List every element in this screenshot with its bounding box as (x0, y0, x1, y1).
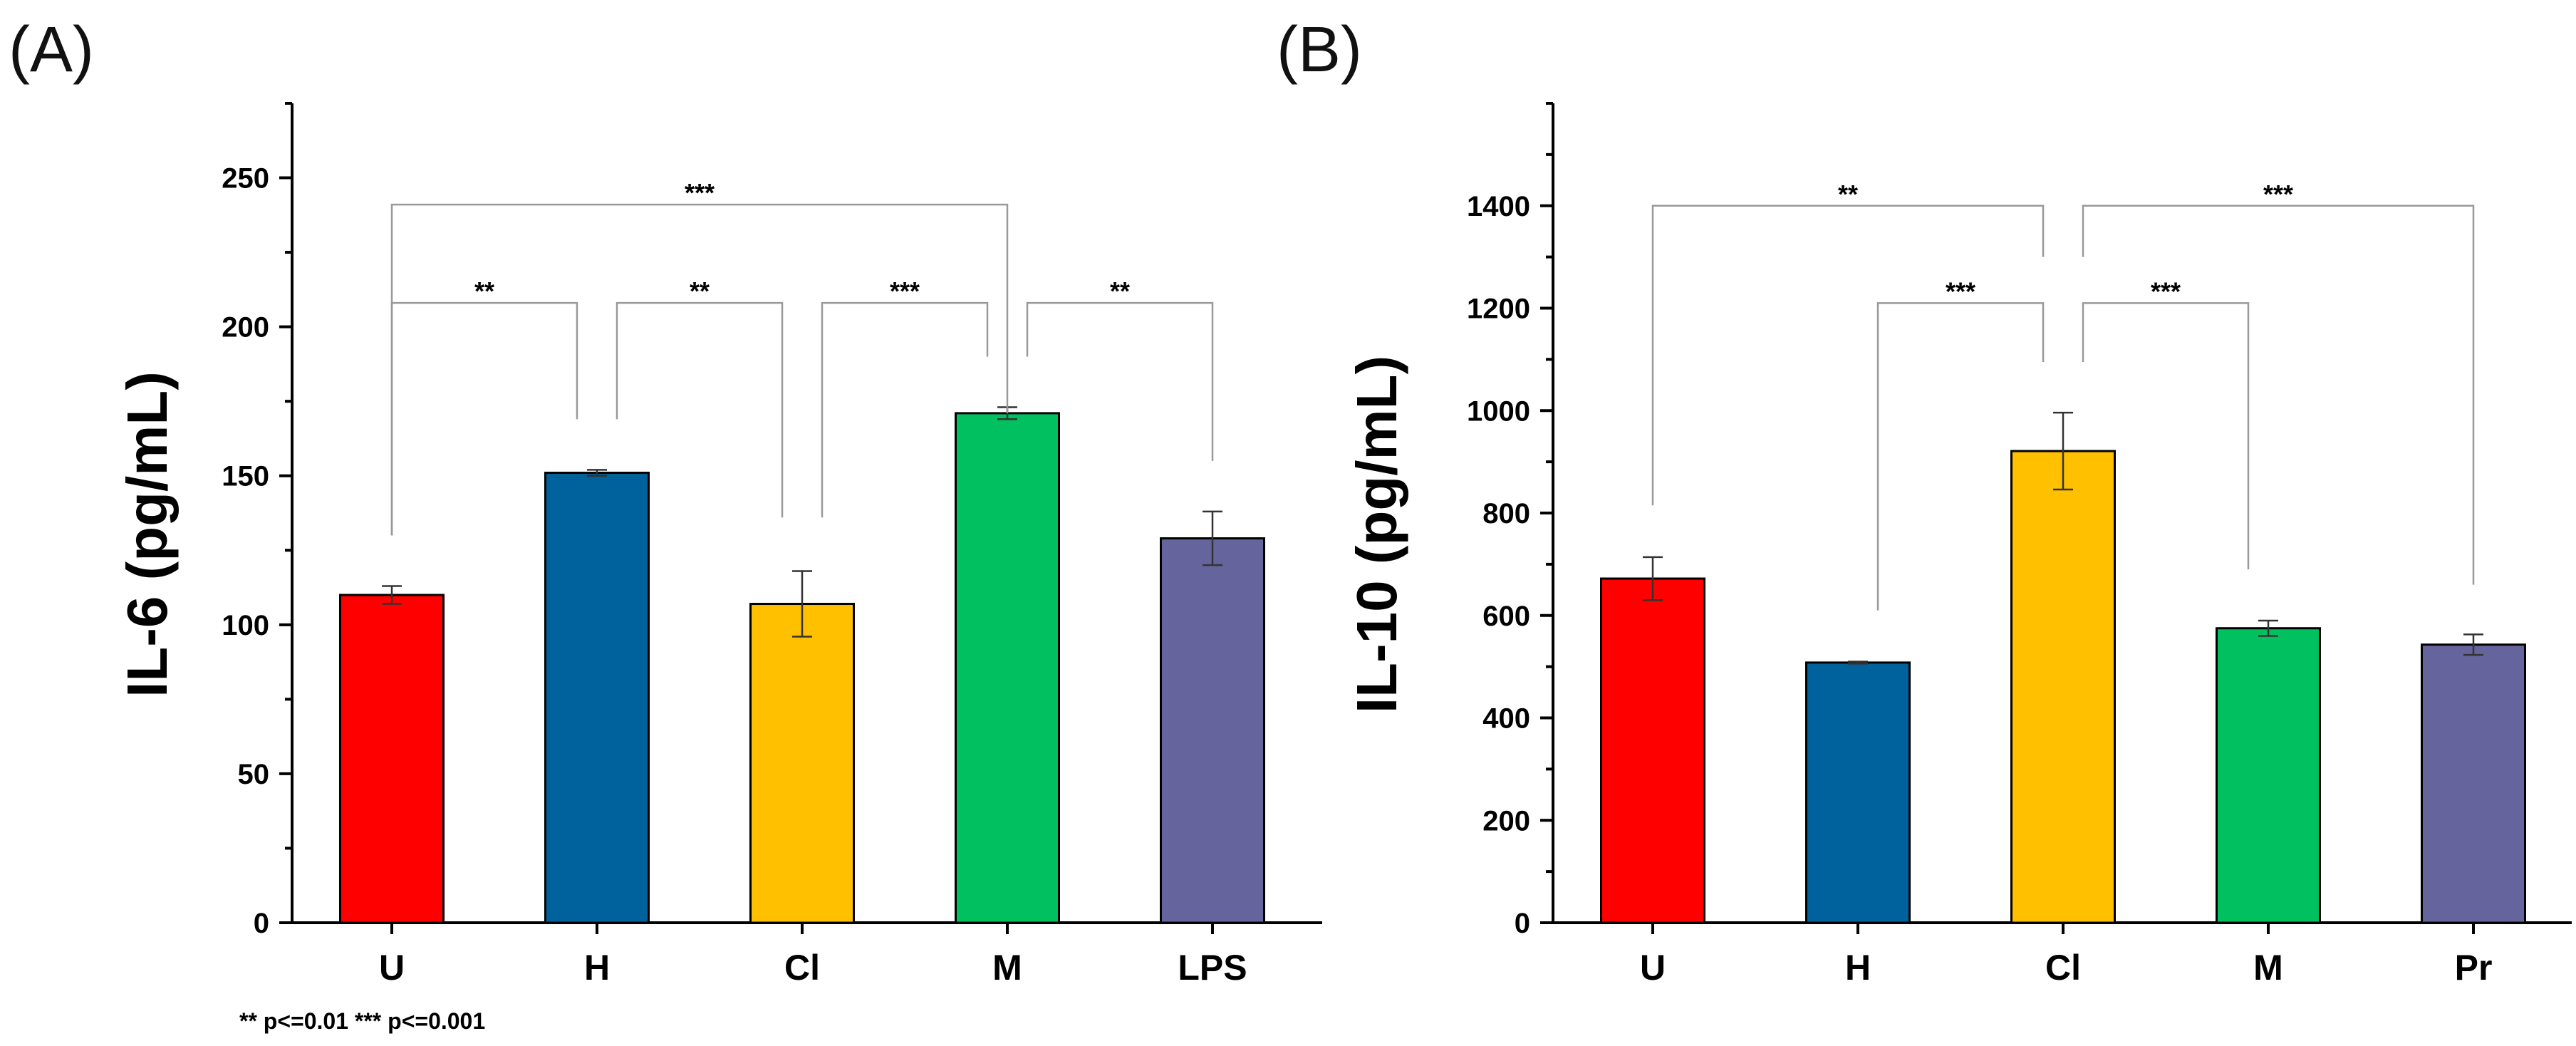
panel-b-significance-bracket (2082, 204, 2475, 585)
panel-b-y-tick-label: 600 (1482, 601, 1530, 632)
panel-a-y-axis-label: IL-6 (pg/mL) (115, 371, 179, 698)
panel-a-bar-h (544, 472, 650, 924)
panel-b-bar-m (2216, 627, 2321, 924)
panel-a-y-tick-label: 150 (222, 461, 269, 492)
panel-b-x-tick-label: Cl (2045, 948, 2081, 988)
panel-a-significance-label: ** (474, 276, 494, 306)
panel-a-y-tick-label: 100 (222, 610, 269, 641)
panel-b-x-tick-label: Pr (2455, 948, 2493, 988)
panel-b-bar-u (1600, 577, 1705, 924)
panel-b-y-axis-label: IL-10 (pg/mL) (1345, 356, 1408, 713)
panel-b-significance-label: *** (1946, 276, 1975, 306)
panel-a-significance-label: ** (1110, 276, 1130, 306)
panel-b-label: (B) (1277, 14, 1362, 86)
panel-a-x-tick-label: U (379, 948, 405, 988)
panel-b-y-tick-label: 800 (1482, 498, 1530, 529)
panel-b-bar-cl (2010, 450, 2116, 924)
panel-a-x-tick-label: H (584, 948, 610, 988)
panel-a-y-tick-label: 250 (222, 163, 269, 195)
panel-b-y-tick-label: 1400 (1467, 191, 1530, 222)
panel-b-x-tick-label: H (1845, 948, 1871, 988)
panel-b-significance-label: *** (2151, 276, 2181, 306)
panel-a-significance-bracket (821, 301, 989, 518)
panel-b-significance-label: ** (1838, 180, 1858, 209)
panel-b-y-tick-label: 1000 (1467, 395, 1530, 427)
panel-a-x-tick-label: Cl (784, 948, 820, 988)
panel-b-significance-bracket (1876, 302, 2045, 611)
panel-b-y-tick-label: 400 (1482, 703, 1530, 735)
panel-b-il10-chart: (B) IL-10 (pg/mL) 0 200 400 600 800 1000 1200 1… (1277, 14, 2572, 988)
panel-b-bar-pr (2421, 643, 2526, 924)
panel-a-x-tick-label: M (992, 948, 1022, 988)
panel-a-significance-bracket (390, 301, 578, 536)
panel-a-significance-label: *** (685, 178, 715, 207)
panel-a-significance-label: *** (890, 276, 920, 306)
panel-a-y-tick-label: 0 (254, 908, 269, 939)
panel-b-y-tick-label: 1200 (1467, 294, 1530, 325)
panel-b-x-tick-label: M (2253, 948, 2283, 988)
panel-a-x-tick-label: LPS (1178, 948, 1247, 988)
panel-a-y-tick-label: 50 (238, 759, 270, 790)
panel-a-bar-u (339, 594, 445, 924)
panel-a-significance-bracket (390, 203, 1009, 536)
panel-b-y-tick-label: 0 (1515, 908, 1530, 939)
panel-a-bar-cl (749, 603, 855, 924)
panel-b-significance-bracket (2082, 302, 2250, 570)
panel-a-label: (A) (9, 14, 94, 86)
significance-footnote: ** p<=0.01 *** p<=0.001 (239, 1008, 485, 1034)
panel-a-significance-bracket (616, 301, 784, 518)
panel-a-il6-chart: (A) IL-6 (pg/mL) ** p<=0.01 *** p<=0.001… (9, 14, 1322, 1034)
panel-b-y-tick-label: 200 (1482, 805, 1530, 837)
panel-a-significance-label: ** (690, 276, 710, 306)
panel-b-x-tick-label: U (1640, 948, 1666, 988)
panel-b-significance-label: *** (2263, 180, 2293, 209)
panel-a-bar-lps (1160, 537, 1265, 924)
panel-a-bar-m (955, 412, 1060, 924)
panel-b-bar-h (1805, 661, 1911, 924)
panel-b-significance-bracket (1651, 204, 2045, 506)
panel-a-y-tick-label: 200 (222, 312, 269, 343)
panel-a-significance-bracket (1026, 301, 1214, 461)
